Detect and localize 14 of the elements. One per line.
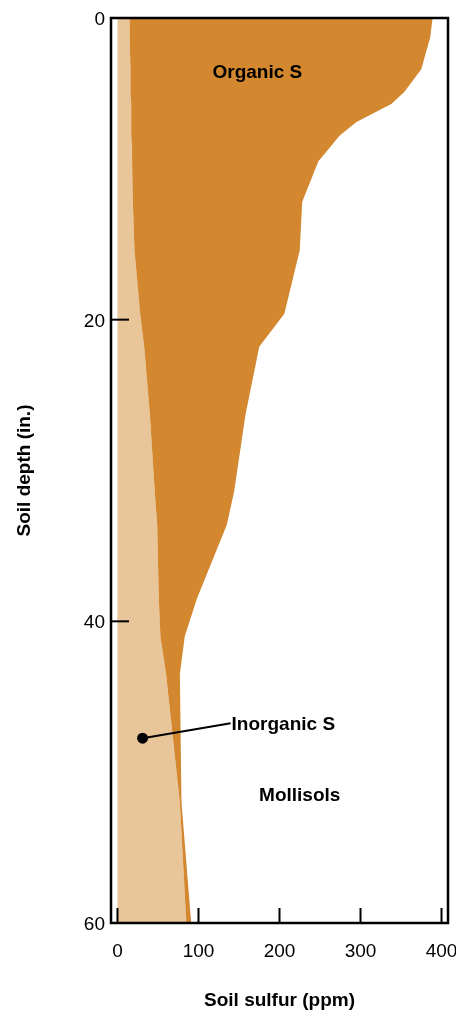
- y-tick-label: 20: [83, 309, 105, 331]
- x-tick-label: 100: [182, 940, 215, 961]
- x-tick-label: 400: [425, 940, 458, 961]
- y-tick-label: 60: [83, 913, 105, 934]
- x-tick-label: 0: [112, 940, 123, 961]
- annotation: Mollisols: [259, 783, 341, 805]
- text: Inorganic S: [231, 713, 336, 735]
- y-tick-label: 0: [94, 8, 105, 29]
- y-tick-label: 40: [83, 611, 105, 633]
- x-tick-label: 300: [344, 940, 377, 961]
- series-label: Organic S: [212, 60, 303, 82]
- x-tick-label: 200: [263, 940, 296, 961]
- x-axis-title: Soil sulfur (ppm): [204, 989, 355, 1010]
- y-axis-title: Soil depth (in.): [13, 404, 34, 537]
